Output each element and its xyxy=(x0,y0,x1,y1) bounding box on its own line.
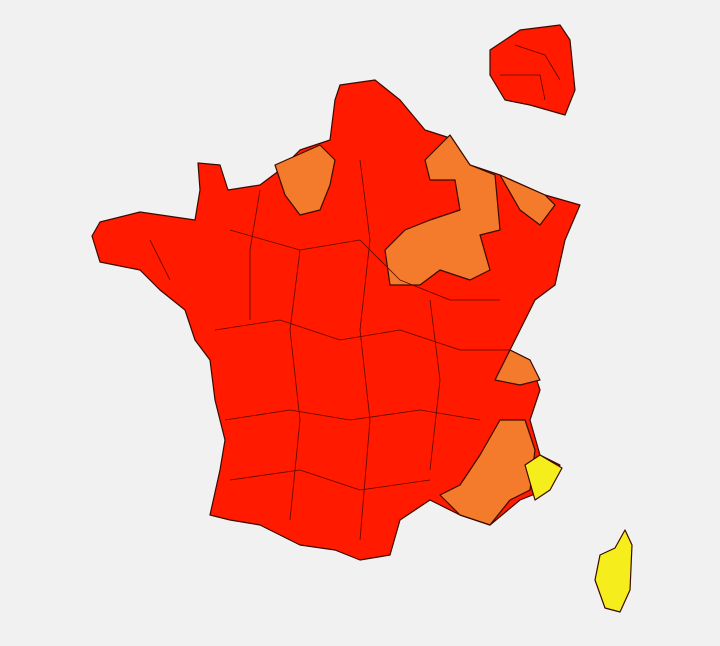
border xyxy=(429,299,441,471)
region-alps xyxy=(494,349,541,386)
corsica xyxy=(594,529,633,613)
department-borders xyxy=(149,44,561,541)
border xyxy=(229,469,431,491)
border xyxy=(500,44,561,101)
border xyxy=(289,249,301,521)
border xyxy=(229,229,500,301)
border xyxy=(359,159,371,541)
region-riviera xyxy=(524,454,563,501)
border xyxy=(224,409,481,421)
border xyxy=(149,189,261,320)
paris-inset xyxy=(489,24,576,116)
region-north-east xyxy=(384,134,501,286)
border xyxy=(214,319,510,351)
region-south-east xyxy=(439,419,536,526)
region-east xyxy=(499,174,556,226)
region-north-west xyxy=(274,144,336,216)
